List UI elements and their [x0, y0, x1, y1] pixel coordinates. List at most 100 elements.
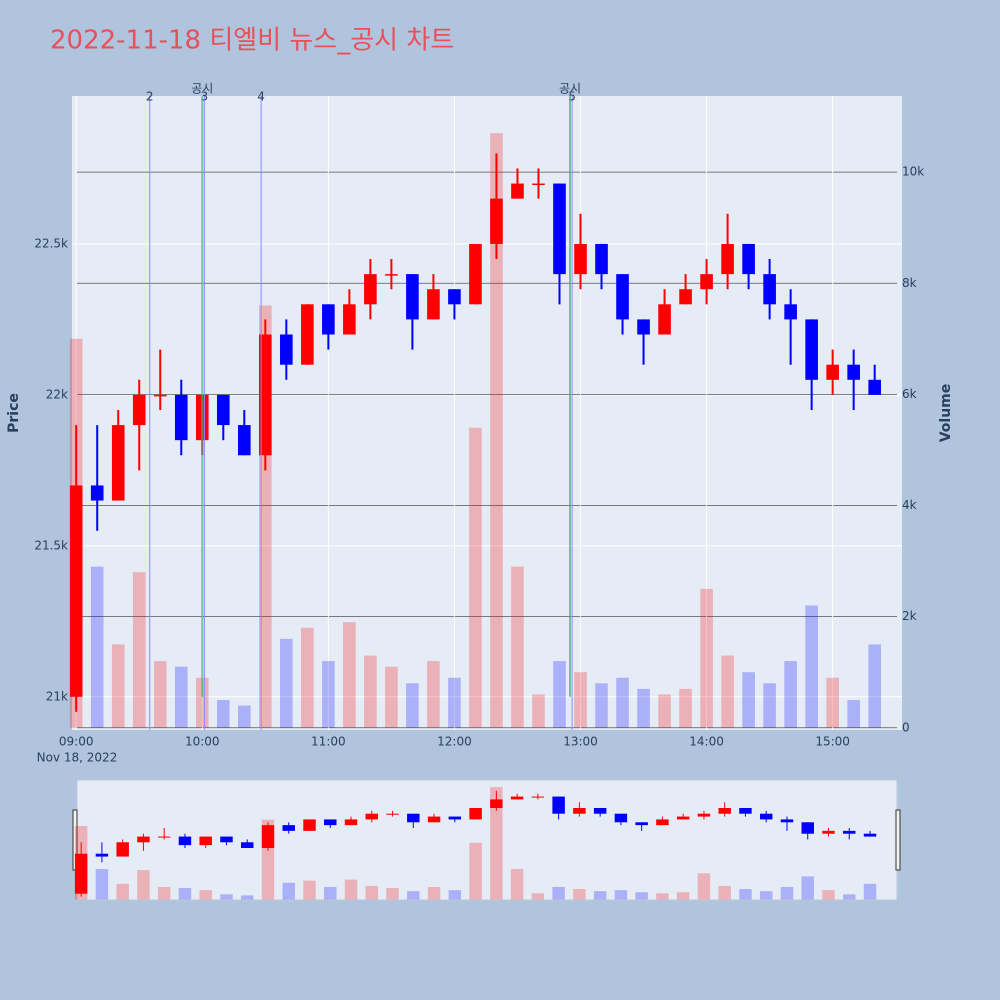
mini-candle-body — [303, 819, 316, 831]
volume-bar — [805, 605, 818, 728]
candle-body — [721, 243, 734, 275]
range-handle[interactable] — [895, 809, 901, 871]
mini-candle-body — [552, 796, 565, 814]
mini-volume-bar — [780, 886, 794, 900]
y2-tick-label: 4k — [902, 498, 917, 512]
x-tick-label: 13:00 — [563, 735, 598, 749]
mini-volume-bar — [510, 869, 524, 900]
candle-body — [616, 274, 629, 320]
mini-volume-bar — [386, 888, 399, 900]
mini-candle-body — [116, 842, 129, 857]
y2-tick-label: 10k — [902, 165, 924, 179]
volume-bar — [490, 133, 503, 728]
mini-candle-body — [178, 836, 192, 846]
volume-bar — [637, 688, 650, 728]
mini-candle-body — [344, 819, 358, 826]
volume-bar — [322, 661, 335, 728]
x-date-label: Nov 18, 2022 — [37, 751, 118, 765]
disclosure-label: 공시 — [559, 82, 581, 96]
mini-volume-bar — [552, 886, 565, 900]
mini-candle-body — [635, 822, 648, 826]
x-tick-label: 10:00 — [185, 735, 220, 749]
volume-bar — [658, 694, 671, 728]
volume-bar — [595, 683, 608, 728]
candle-body — [406, 274, 419, 320]
candle-body — [427, 289, 440, 320]
chart-title: 2022-11-18 티엘비 뉴스_공시 차트 — [50, 26, 454, 56]
candle-body — [532, 183, 545, 186]
candle-body — [700, 274, 713, 290]
mini-volume-bar — [448, 890, 462, 900]
candle-body — [805, 319, 818, 380]
y-axis-title: Price — [6, 393, 22, 433]
mini-volume-bar — [573, 889, 586, 900]
volume-bar — [406, 683, 419, 728]
mini-candle-body — [801, 822, 814, 834]
candle-body — [511, 183, 524, 199]
mini-candle-body — [241, 842, 254, 848]
volume-bar — [679, 688, 692, 728]
y-tick-label: 21.5k — [34, 538, 68, 552]
y-tick-label: 22.5k — [34, 236, 68, 250]
volume-bar — [616, 677, 629, 728]
mini-volume-bar — [241, 895, 254, 900]
candle-body — [153, 394, 167, 397]
range-slider[interactable] — [76, 779, 898, 901]
volume-bar — [427, 661, 440, 728]
candle-body — [216, 394, 230, 426]
mini-candle-body — [386, 813, 399, 815]
volume-bar — [364, 655, 377, 728]
mini-volume-bar — [427, 886, 441, 900]
mini-volume-bar — [676, 892, 690, 900]
mini-candle-body — [531, 796, 545, 798]
candle-body — [174, 394, 188, 441]
volume-bar — [553, 661, 566, 728]
mini-volume-bar — [843, 894, 856, 900]
volume-bar — [763, 683, 776, 728]
candle-body — [364, 274, 377, 305]
candle-body — [553, 183, 566, 275]
candle-body — [574, 243, 587, 275]
candle-body — [322, 304, 335, 335]
volume-bar — [343, 622, 356, 728]
mini-volume-bar — [822, 890, 835, 900]
mini-candle-body — [739, 808, 752, 814]
mini-volume-bar — [324, 886, 337, 900]
volume-bar — [132, 572, 146, 728]
candle-body — [637, 319, 650, 335]
mini-volume-bar — [157, 886, 171, 900]
mini-volume-bar — [759, 891, 773, 900]
mini-candle-body — [780, 819, 794, 823]
news-label: 5 — [568, 90, 576, 104]
volume-bar — [847, 699, 860, 728]
candle-body — [280, 334, 293, 365]
volume-bar — [111, 644, 125, 728]
mini-candle-body — [95, 853, 109, 857]
mini-candle-body — [427, 816, 441, 823]
mini-volume-bar — [365, 885, 379, 900]
mini-candle-body — [220, 836, 233, 843]
volume-bar — [511, 566, 524, 728]
x-tick-label: 09:00 — [59, 735, 94, 749]
mini-candle-body — [843, 830, 856, 834]
x-tick-label: 15:00 — [815, 735, 850, 749]
candle-body — [595, 243, 608, 275]
mini-volume-bar — [718, 885, 731, 900]
volume-bar — [174, 666, 188, 728]
volume-bar — [742, 672, 755, 728]
mini-candle-body — [448, 816, 462, 820]
mini-candle-body — [74, 853, 88, 894]
candle-body — [658, 304, 671, 335]
mini-candle-body — [510, 796, 524, 800]
mini-candle-body — [490, 799, 503, 808]
news-label: 3 — [201, 90, 209, 104]
volume-bar — [574, 672, 587, 728]
mini-volume-bar — [593, 891, 607, 900]
y-tick-label: 21k — [46, 689, 68, 703]
candle-body — [490, 198, 503, 244]
candle-body — [784, 304, 797, 320]
mini-volume-bar — [697, 873, 711, 900]
mini-volume-bar — [531, 893, 545, 900]
x-tick-label: 11:00 — [311, 735, 346, 749]
